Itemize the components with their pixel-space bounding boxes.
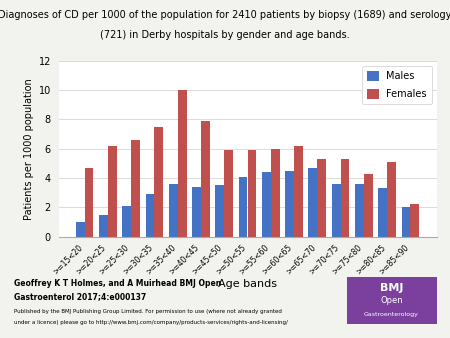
Bar <box>309 168 317 237</box>
X-axis label: Age bands: Age bands <box>218 279 277 289</box>
Text: Diagnoses of CD per 1000 of the population for 2410 patients by biopsy (1689) an: Diagnoses of CD per 1000 of the populati… <box>0 10 450 20</box>
Bar <box>178 90 186 237</box>
Bar <box>131 140 140 237</box>
Bar <box>216 185 224 237</box>
Bar <box>317 159 326 237</box>
Text: Gastroenterol 2017;4:e000137: Gastroenterol 2017;4:e000137 <box>14 292 146 301</box>
Text: Gastroenterology: Gastroenterology <box>364 312 419 317</box>
Bar <box>378 188 387 237</box>
Text: BMJ: BMJ <box>380 283 403 293</box>
Bar <box>169 184 178 237</box>
Text: Published by the BMJ Publishing Group Limited. For permission to use (where not : Published by the BMJ Publishing Group Li… <box>14 309 281 314</box>
Y-axis label: Patients per 1000 population: Patients per 1000 population <box>24 78 34 220</box>
Bar <box>201 121 210 237</box>
Bar <box>238 176 248 237</box>
Bar <box>401 207 410 237</box>
Bar <box>224 150 233 237</box>
Bar <box>364 174 373 237</box>
Bar <box>341 159 350 237</box>
Text: (721) in Derby hospitals by gender and age bands.: (721) in Derby hospitals by gender and a… <box>100 30 350 41</box>
Bar <box>271 149 279 237</box>
Bar <box>154 127 163 237</box>
Bar <box>410 204 419 237</box>
Legend: Males, Females: Males, Females <box>362 66 432 104</box>
Bar <box>145 194 154 237</box>
Text: under a licence) please go to http://www.bmj.com/company/products-services/right: under a licence) please go to http://www… <box>14 320 288 325</box>
Bar <box>85 168 94 237</box>
Text: Open: Open <box>380 296 403 305</box>
Bar <box>192 187 201 237</box>
Bar <box>248 150 256 237</box>
Bar <box>262 172 271 237</box>
Bar <box>285 171 294 237</box>
Bar <box>387 162 396 237</box>
Bar <box>294 146 303 237</box>
Bar <box>76 222 85 237</box>
Text: Geoffrey K T Holmes, and A Muirhead BMJ Open: Geoffrey K T Holmes, and A Muirhead BMJ … <box>14 279 221 288</box>
Bar <box>355 184 364 237</box>
Bar <box>99 215 108 237</box>
Bar <box>122 206 131 237</box>
Bar <box>108 146 117 237</box>
Bar <box>332 184 341 237</box>
